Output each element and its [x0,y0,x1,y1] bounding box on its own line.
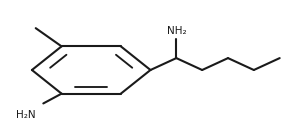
Text: NH₂: NH₂ [167,26,186,36]
Text: H₂N: H₂N [16,110,36,120]
